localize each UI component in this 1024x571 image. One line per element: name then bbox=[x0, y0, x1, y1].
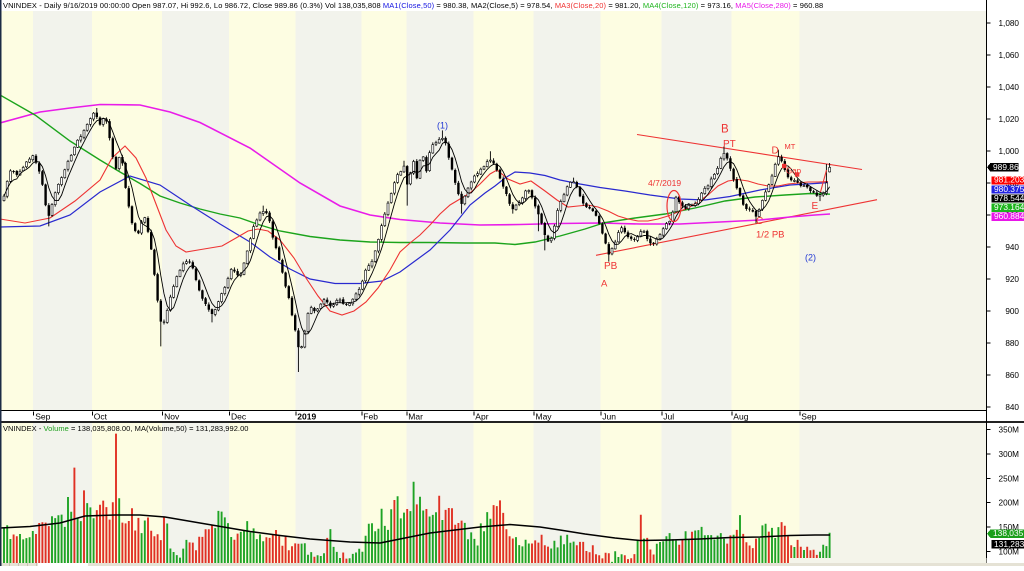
svg-text:PB: PB bbox=[604, 261, 618, 272]
svg-text:Dec: Dec bbox=[231, 412, 247, 422]
svg-text:E: E bbox=[812, 201, 819, 212]
svg-text:131,283,9: 131,283,9 bbox=[994, 539, 1024, 549]
svg-text:138,035,8: 138,035,8 bbox=[993, 528, 1024, 538]
svg-text:860: 860 bbox=[1005, 371, 1019, 380]
svg-text:MT: MT bbox=[785, 142, 796, 151]
svg-text:PT: PT bbox=[723, 139, 736, 150]
svg-text:1,000: 1,000 bbox=[999, 147, 1020, 156]
svg-text:Gap: Gap bbox=[786, 167, 802, 176]
svg-text:(1): (1) bbox=[437, 121, 448, 131]
svg-text:A: A bbox=[601, 279, 608, 290]
svg-text:Sep: Sep bbox=[35, 412, 50, 422]
svg-text:Feb: Feb bbox=[363, 412, 378, 422]
svg-text:C: C bbox=[756, 216, 763, 227]
svg-text:900: 900 bbox=[1005, 307, 1019, 316]
svg-text:May: May bbox=[536, 412, 553, 422]
svg-text:1,080: 1,080 bbox=[999, 19, 1020, 28]
svg-text:1,040: 1,040 bbox=[999, 83, 1020, 92]
svg-text:Apr: Apr bbox=[475, 412, 488, 422]
svg-text:840: 840 bbox=[1005, 403, 1019, 412]
svg-text:4/7/2019: 4/7/2019 bbox=[648, 178, 681, 188]
svg-text:Oct: Oct bbox=[94, 412, 108, 422]
svg-text:Jun: Jun bbox=[602, 412, 616, 422]
svg-text:1,020: 1,020 bbox=[999, 115, 1020, 124]
svg-text:989.86: 989.86 bbox=[993, 162, 1019, 172]
svg-text:350M: 350M bbox=[999, 426, 1020, 435]
svg-text:960.884: 960.884 bbox=[994, 211, 1024, 221]
svg-text:250M: 250M bbox=[999, 474, 1020, 483]
svg-text:200M: 200M bbox=[999, 499, 1020, 508]
svg-text:300M: 300M bbox=[999, 450, 1020, 459]
svg-text:(2): (2) bbox=[805, 253, 816, 263]
svg-text:920: 920 bbox=[1005, 275, 1019, 284]
svg-text:Nov: Nov bbox=[164, 412, 180, 422]
svg-text:Jul: Jul bbox=[663, 412, 674, 422]
svg-text:Aug: Aug bbox=[733, 412, 748, 422]
svg-text:2019: 2019 bbox=[297, 412, 316, 422]
svg-text:B: B bbox=[721, 124, 729, 136]
svg-text:Sep: Sep bbox=[801, 412, 816, 422]
svg-text:940: 940 bbox=[1005, 243, 1019, 252]
svg-text:Mar: Mar bbox=[408, 412, 423, 422]
svg-text:1,060: 1,060 bbox=[999, 51, 1020, 60]
svg-text:880: 880 bbox=[1005, 339, 1019, 348]
svg-text:1/2 PB: 1/2 PB bbox=[756, 230, 785, 241]
svg-text:D: D bbox=[772, 146, 779, 157]
